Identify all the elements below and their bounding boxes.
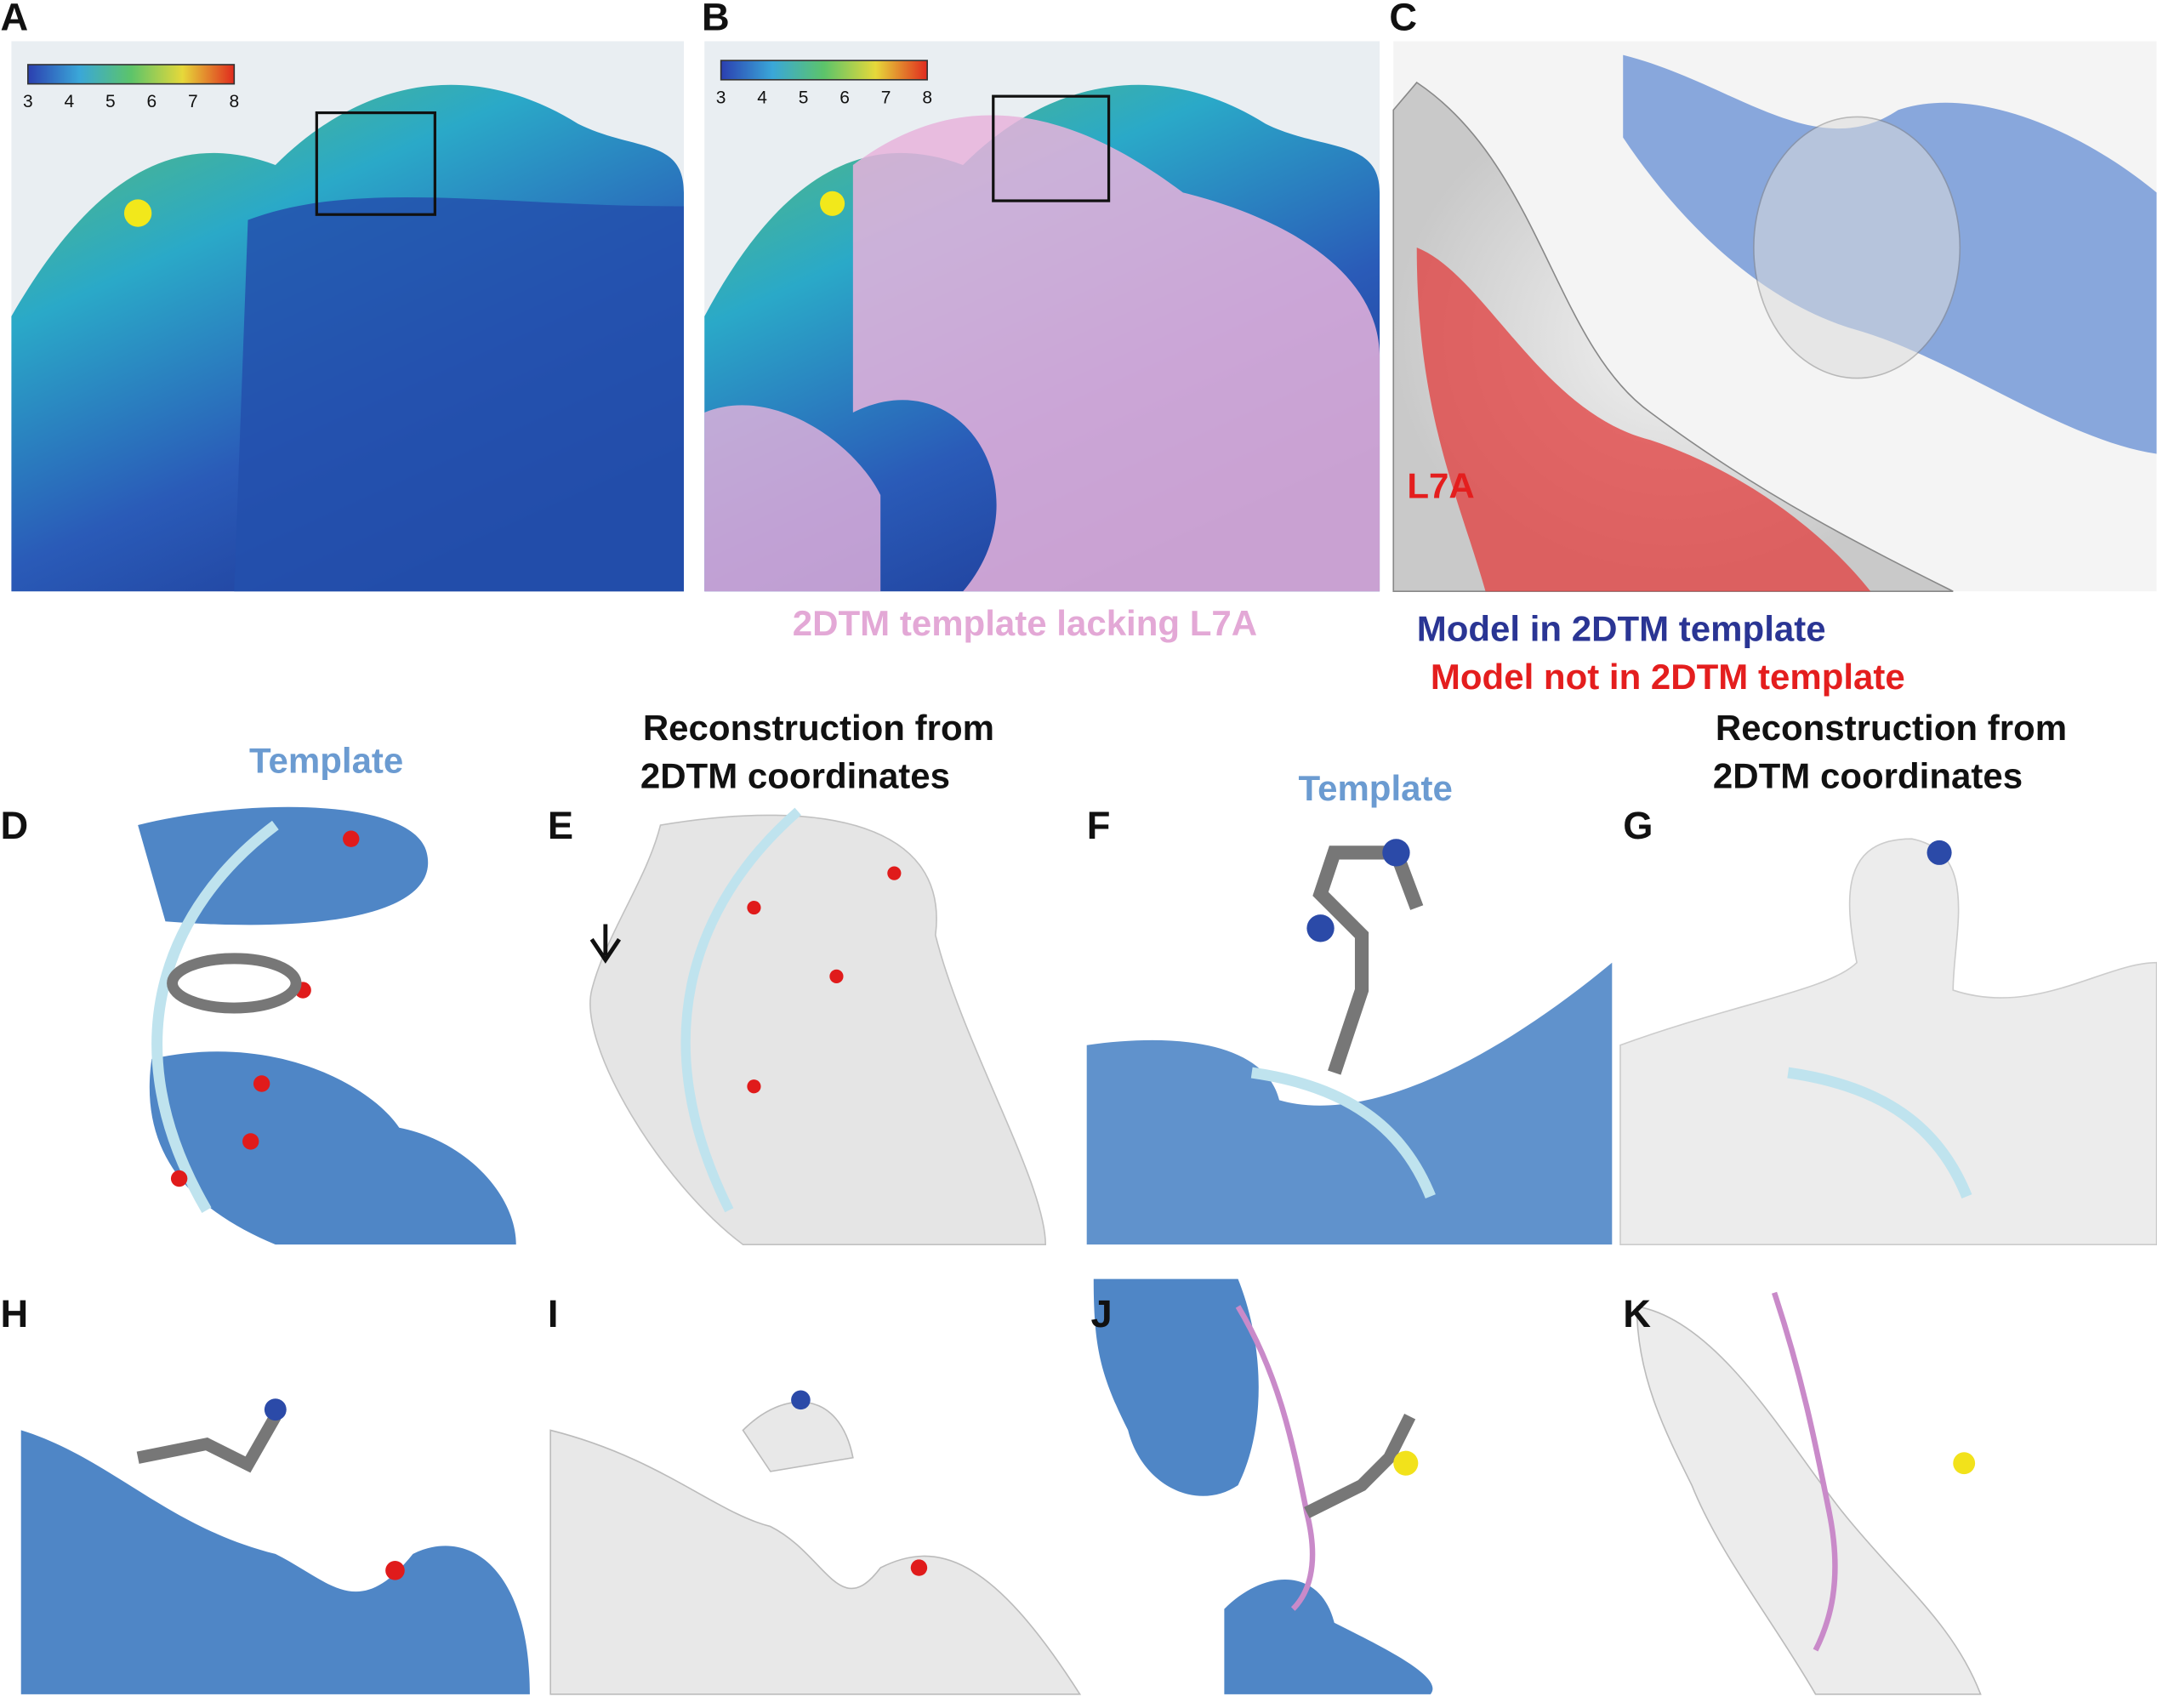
density-map [1753,116,1961,379]
panel-b: 3 4 5 6 7 8 2DTM template lacking L7A [704,41,1380,643]
colorbar [720,60,928,81]
atom [910,1559,928,1576]
atom [385,1561,405,1580]
caption: 2DTM coordinates [640,755,950,795]
caption: 2DTM coordinates [1713,755,2023,795]
panel-f: Template [1086,768,1613,1245]
side-chain [136,1413,282,1473]
panel-i [549,1390,1082,1695]
density-map [589,814,1047,1245]
density-highlight [820,191,845,216]
panel-label: F [1087,804,1111,847]
colorbar-tick-label: 6 [839,88,850,107]
backbone-ribbon [1250,1067,1436,1198]
colorbar-tick-label: 3 [23,92,33,111]
density-highlight [123,199,152,227]
panel-a: 3 4 5 6 7 8 [11,41,684,592]
atoms [747,866,902,1094]
colorbar-tick-label: 4 [64,92,74,111]
side-chain [1304,1413,1416,1518]
panel-g: Reconstruction from 2DTM coordinates [1619,708,2157,1245]
density-map [1224,1580,1433,1694]
panel-j [1093,1278,1433,1694]
atom [1382,839,1410,867]
backbone-ribbon [680,807,801,1213]
panel-label: I [548,1292,559,1335]
legend-entry: Model in 2DTM template [1417,608,1826,648]
panel-k [1636,1291,1982,1695]
caption: 2DTM template lacking L7A [793,603,1257,643]
colorbar-tick-label: 5 [105,92,116,111]
panel-label: E [548,804,573,847]
colorbar-tick-label: 7 [881,88,891,107]
panel-label: K [1623,1292,1651,1335]
density-map [1636,1305,1982,1695]
panel-label: J [1091,1292,1113,1335]
backbone [1235,1305,1316,1611]
density-map [742,1401,854,1472]
residue-label: L7A [1407,465,1474,505]
colorbar-tick-label: 8 [229,92,239,111]
density-map [1093,1278,1259,1496]
template-overlay [852,115,1380,592]
panel-label: D [0,804,28,847]
panel-labels: A B C D E F G H I J K [0,0,1653,1335]
panel-d: Template [138,741,516,1245]
atoms [170,830,360,1187]
colorbar-ticks: 3 4 5 6 7 8 [23,92,239,111]
backbone-ribbon [1787,1067,1972,1198]
panel-label: C [1389,0,1417,39]
legend-entry: Model not in 2DTM template [1431,657,1905,697]
caption: Reconstruction from [643,708,994,748]
backbone [1772,1291,1838,1652]
colorbar-tick-label: 4 [757,88,767,107]
atom [1393,1450,1419,1476]
density-map [549,1429,1082,1695]
zoom-box [992,94,1111,202]
panel-label: H [0,1292,28,1335]
caption: Template [1299,768,1453,808]
panel-h [20,1398,530,1694]
side-chain [1312,845,1424,1075]
zoom-box [315,111,436,216]
backbone-ribbon [151,820,279,1213]
density-map [234,196,684,592]
ligand [167,953,302,1014]
colorbar-tick-label: 6 [146,92,157,111]
density-map [149,1051,516,1245]
template-overlay [704,405,881,592]
arrow [589,924,622,964]
atom [1306,914,1335,942]
density-map [20,1430,530,1694]
colorbar [26,64,236,85]
panel-c: L7A Model in 2DTM template Model not in … [1392,41,2157,697]
panel-e: Reconstruction from 2DTM coordinates [589,708,1047,1245]
model-not-in-template [1416,248,1871,592]
caption: Reconstruction from [1716,708,2067,748]
colorbar-tick-label: 7 [188,92,198,111]
colorbar-tick-label: 8 [922,88,932,107]
atom [1953,1452,1976,1475]
panel-label: B [702,0,730,39]
panel-label: A [0,0,28,39]
panel-label: G [1623,804,1653,847]
colorbar-tick-label: 5 [799,88,809,107]
density-map [1619,838,2157,1245]
caption: Template [249,741,403,781]
colorbar-ticks: 3 4 5 6 7 8 [716,88,932,107]
atom [264,1398,287,1421]
density-map [138,806,429,925]
colorbar-tick-label: 3 [716,88,726,107]
atom [791,1390,811,1410]
atom [1927,840,1952,865]
